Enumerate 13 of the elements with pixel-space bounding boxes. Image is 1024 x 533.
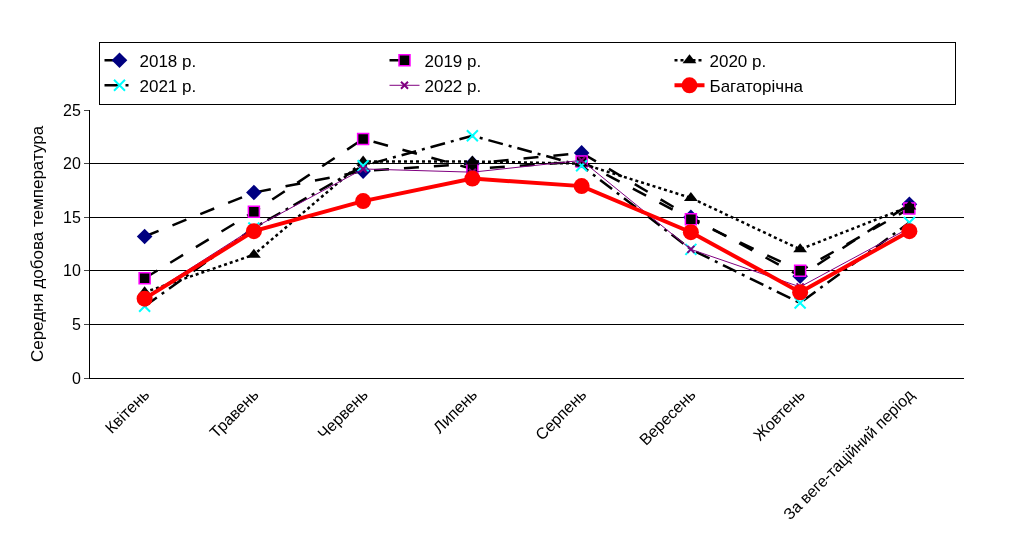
y-tick-label: 20 xyxy=(63,155,81,173)
legend-label: 2021 р. xyxy=(139,76,197,96)
y-tick-label: 10 xyxy=(63,262,81,280)
y-tick-label: 5 xyxy=(71,316,81,333)
legend-label: 2019 р. xyxy=(424,51,482,71)
y-tick-label: 15 xyxy=(63,208,81,226)
legend-label: 2022 р. xyxy=(424,76,482,96)
legend-label: 2020 р. xyxy=(709,51,767,71)
y-tick-label: 0 xyxy=(71,369,81,387)
y-axis-title: Середня добова температура xyxy=(27,125,47,363)
y-tick-label: 25 xyxy=(63,101,81,119)
legend-label: Багаторічна xyxy=(709,76,804,96)
legend-label: 2018 р. xyxy=(139,51,197,71)
